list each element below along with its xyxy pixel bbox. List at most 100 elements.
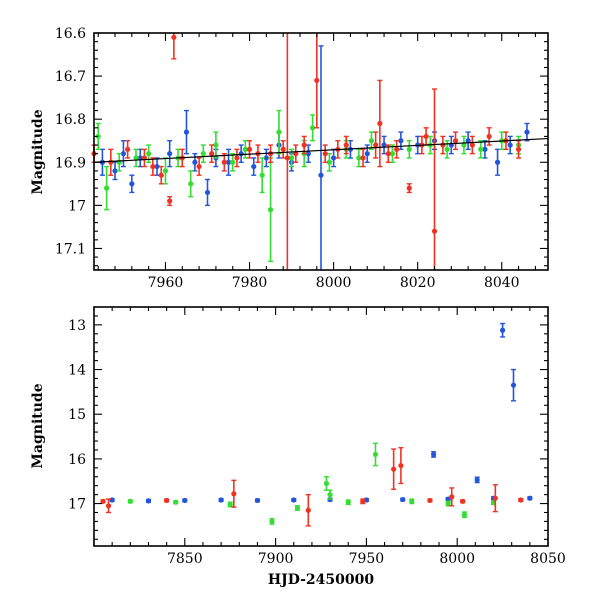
point-marker [305, 151, 311, 157]
point-marker [127, 498, 133, 504]
data-point [440, 135, 446, 155]
point-marker [385, 151, 391, 157]
data-point [482, 140, 488, 159]
data-point [494, 148, 501, 176]
data-point [162, 157, 169, 185]
data-point [389, 144, 396, 163]
point-marker [318, 172, 324, 178]
data-point [394, 140, 400, 159]
bottom-panel-data-layer [100, 322, 533, 527]
data-point [183, 109, 190, 155]
data-point [423, 127, 429, 146]
data-point [377, 79, 383, 168]
data-point [280, 140, 286, 159]
y-tick-label: 16 [68, 452, 86, 468]
data-point [360, 498, 366, 505]
point-marker [294, 505, 300, 511]
point-marker [389, 151, 396, 157]
point-marker [120, 151, 127, 157]
point-marker [377, 120, 383, 127]
point-marker [309, 125, 316, 131]
point-marker [284, 155, 290, 161]
point-marker [280, 146, 286, 152]
data-point [345, 499, 351, 506]
point-marker [515, 146, 522, 152]
data-point [167, 140, 173, 168]
point-marker [482, 146, 488, 152]
data-point [406, 140, 412, 159]
point-marker [238, 151, 244, 157]
point-marker [440, 142, 446, 148]
data-point [218, 497, 224, 503]
point-marker [112, 168, 118, 174]
point-marker [356, 155, 362, 161]
point-marker [492, 495, 498, 501]
data-point [209, 144, 215, 163]
point-marker [183, 129, 190, 135]
data-point [276, 109, 282, 155]
data-point [510, 368, 517, 402]
data-point [518, 497, 524, 503]
point-marker [162, 168, 169, 174]
data-point [500, 322, 506, 338]
y-tick-label: 17.1 [55, 241, 86, 257]
point-marker [276, 129, 282, 135]
data-point [104, 165, 110, 211]
x-tick-label: 8000 [316, 275, 352, 291]
y-tick-label: 15 [68, 407, 86, 423]
data-point [430, 451, 437, 458]
top-panel-y-axis-label: Magnitude [30, 109, 46, 194]
data-point [269, 518, 275, 525]
point-marker [409, 498, 415, 504]
data-point [343, 135, 349, 155]
data-point [284, 33, 290, 270]
point-marker [449, 494, 455, 500]
data-point [238, 144, 244, 163]
y-tick-label: 16.9 [55, 155, 86, 171]
point-marker [171, 34, 177, 40]
data-point [461, 511, 468, 519]
data-point [309, 114, 316, 142]
point-marker [430, 451, 437, 458]
point-marker [518, 497, 524, 503]
point-marker [259, 172, 265, 178]
data-point [196, 157, 202, 176]
point-marker [263, 155, 269, 161]
point-marker [394, 146, 400, 152]
point-marker [444, 146, 450, 152]
point-marker [345, 499, 351, 505]
point-marker [200, 151, 206, 157]
point-marker [527, 495, 533, 501]
data-point [200, 144, 206, 163]
data-point [230, 152, 236, 172]
point-marker [234, 155, 240, 161]
data-point [465, 131, 471, 151]
data-point [204, 178, 211, 207]
data-point [251, 157, 257, 176]
point-marker [524, 129, 530, 135]
y-tick-label: 14 [68, 363, 86, 379]
data-point [167, 196, 173, 207]
data-point [141, 148, 148, 168]
data-point [327, 489, 333, 500]
point-marker [373, 142, 379, 148]
point-marker [173, 499, 179, 505]
point-marker [231, 491, 237, 497]
data-point [445, 500, 451, 507]
point-marker [406, 146, 412, 152]
point-marker [230, 159, 236, 165]
data-point [188, 170, 194, 198]
data-point [356, 148, 362, 168]
data-point [391, 448, 397, 490]
point-marker [372, 451, 379, 458]
data-point [449, 487, 455, 507]
data-point [192, 152, 198, 172]
point-marker [251, 163, 257, 170]
x-tick-label: 8050 [530, 551, 566, 567]
top-panel-frame [93, 32, 549, 271]
data-point [373, 131, 379, 159]
point-marker [95, 133, 101, 140]
point-marker [465, 138, 471, 144]
point-marker [105, 503, 112, 509]
